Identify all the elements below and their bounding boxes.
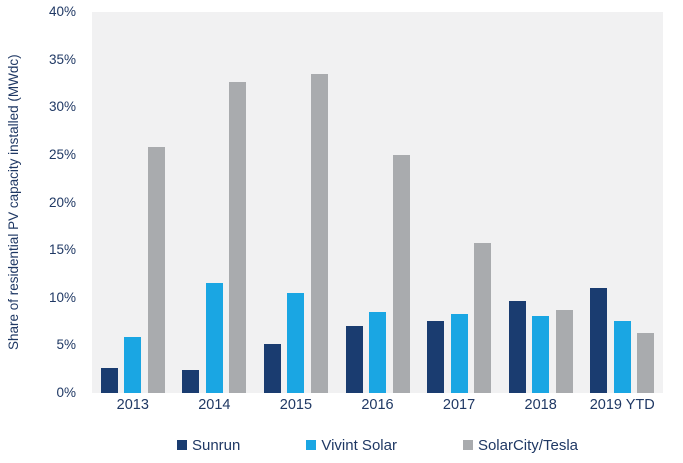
legend-swatch-sunrun (176, 440, 187, 450)
y-tick-label-15: 15% (48, 242, 76, 258)
x-tick-label-2013: 2013 (116, 397, 149, 413)
bar-solarcity-tesla-2017 (474, 243, 492, 393)
y-tick-label-20: 20% (48, 194, 76, 210)
x-tick-label-2017: 2017 (442, 397, 476, 413)
x-axis-labels: 2013 2014 2015 2016 2017 2018 2019 YTD (0, 397, 683, 417)
bar-sunrun-2018 (508, 300, 526, 393)
bar-sunrun-2017 (427, 320, 445, 393)
legend-item-sunrun: Sunrun (176, 436, 241, 454)
x-tick-label-2014: 2014 (198, 397, 231, 413)
bar-vivint-solar-2018 (532, 315, 550, 393)
y-tick-label-30: 30% (48, 99, 76, 115)
bar-vivint-solar-2016 (369, 312, 386, 393)
bar-sunrun-2016 (345, 326, 363, 393)
bar-vivint-solar-2015 (287, 293, 305, 393)
bar-solarcity-tesla-2018 (555, 310, 573, 393)
legend-swatch-solarcity-tesla (462, 440, 473, 450)
bar-solarcity-tesla-2016 (392, 154, 410, 393)
y-tick-label-40: 40% (48, 4, 76, 19)
legend-item-solarcity-tesla: SolarCity/Tesla (462, 436, 578, 454)
y-axis-ticks: 0% 5% 10% 15% 20% 25% 30% 35% 40% (0, 0, 76, 463)
bar-sunrun-2019-ytd (590, 288, 608, 393)
legend-swatch-vivint-solar (306, 440, 317, 450)
legend-item-vivint-solar: Vivint Solar (306, 437, 397, 454)
y-tick-label-0: 0% (56, 385, 76, 400)
bar-sunrun-2014 (182, 370, 200, 393)
bar-vivint-solar-2014 (205, 282, 223, 393)
bar-solarcity-tesla-2014 (229, 81, 247, 393)
y-tick-label-35: 35% (48, 51, 76, 67)
bar-sunrun-2015 (263, 344, 281, 393)
legend-label-solarcity-tesla: SolarCity/Tesla (477, 436, 578, 454)
bar-vivint-solar-2013 (124, 336, 142, 393)
plot-area (92, 12, 663, 393)
y-tick-label-10: 10% (48, 289, 76, 305)
legend: Sunrun Vivint Solar SolarCity/Tesla (92, 434, 663, 456)
x-tick-label-2018: 2018 (524, 397, 557, 413)
legend-label-sunrun: Sunrun (191, 436, 241, 454)
y-tick-label-25: 25% (48, 146, 76, 162)
x-tick-label-2016: 2016 (361, 397, 394, 413)
legend-label-vivint-solar: Vivint Solar (321, 436, 397, 454)
bar-vivint-solar-2017 (450, 313, 468, 393)
y-tick-label-5: 5% (56, 337, 76, 353)
bar-solarcity-tesla-2019-ytd (637, 333, 655, 393)
bar-solarcity-tesla-2013 (147, 147, 165, 393)
x-tick-label-2019-ytd: 2019 YTD (589, 397, 655, 413)
bar-sunrun-2013 (100, 368, 118, 393)
x-tick-label-2015: 2015 (279, 397, 313, 413)
bar-vivint-solar-2019-ytd (613, 320, 631, 393)
bar-solarcity-tesla-2015 (310, 73, 328, 393)
